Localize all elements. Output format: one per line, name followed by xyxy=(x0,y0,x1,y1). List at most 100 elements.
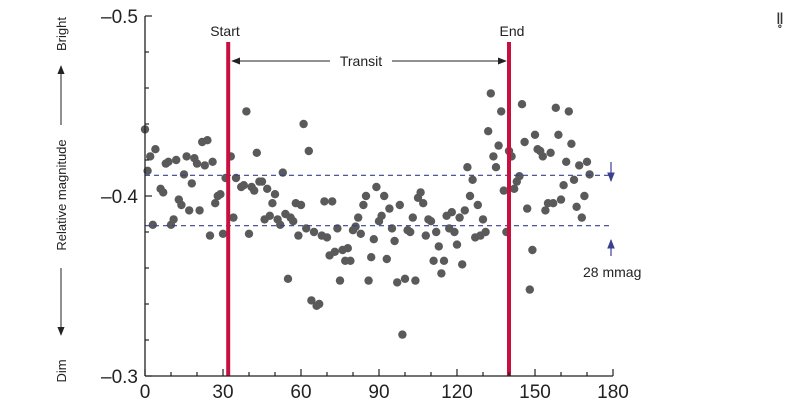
data-point xyxy=(179,170,189,179)
data-point xyxy=(580,191,589,201)
data-point xyxy=(582,157,592,166)
data-point xyxy=(523,204,532,213)
data-point xyxy=(268,199,277,208)
data-point xyxy=(148,220,157,229)
data-point xyxy=(530,130,540,139)
data-point xyxy=(419,199,428,208)
data-point xyxy=(252,148,261,157)
data-point xyxy=(434,242,443,251)
data-point xyxy=(169,215,178,224)
data-point xyxy=(330,247,339,256)
data-point xyxy=(554,130,563,139)
data-point xyxy=(575,161,584,170)
data-point xyxy=(541,206,550,215)
data-point xyxy=(528,245,537,255)
x-tick-label: 30 xyxy=(212,382,233,403)
data-point xyxy=(468,175,477,184)
data-point xyxy=(146,152,155,161)
data-point xyxy=(200,161,209,170)
data-point xyxy=(385,204,394,213)
x-tick-label: 0 xyxy=(140,382,151,403)
data-point xyxy=(484,127,493,136)
data-point xyxy=(351,222,360,231)
data-point xyxy=(257,177,267,186)
data-point xyxy=(356,229,365,238)
data-point xyxy=(250,186,259,195)
data-point xyxy=(263,184,272,193)
data-point xyxy=(372,182,381,192)
data-point xyxy=(192,159,202,168)
data-point xyxy=(322,233,332,242)
data-point xyxy=(244,229,254,238)
data-point xyxy=(525,285,534,294)
data-point xyxy=(393,278,402,287)
data-point xyxy=(497,107,506,116)
data-point xyxy=(411,276,420,285)
data-point xyxy=(195,206,204,215)
data-point xyxy=(510,184,519,193)
data-points xyxy=(140,89,594,339)
data-point xyxy=(382,254,391,264)
data-point xyxy=(432,227,441,237)
data-point xyxy=(328,197,337,206)
data-point xyxy=(491,163,501,172)
tick-labels: 0 30 60 90 120 150 180 –0.5 –0.4 –0.3 xyxy=(101,7,629,403)
data-point xyxy=(359,200,368,210)
data-point xyxy=(299,119,308,129)
y-tick-label: –0.3 xyxy=(101,367,138,388)
data-point xyxy=(320,197,329,206)
data-point xyxy=(159,188,168,197)
data-point xyxy=(343,244,352,253)
data-point xyxy=(335,276,345,285)
data-point xyxy=(564,107,573,116)
data-point xyxy=(455,213,464,222)
data-point xyxy=(569,175,579,184)
data-point xyxy=(463,163,472,172)
data-point xyxy=(494,141,503,150)
data-point xyxy=(577,213,586,222)
data-point xyxy=(421,231,430,240)
data-point xyxy=(450,227,459,237)
data-point xyxy=(187,179,196,188)
data-point xyxy=(346,256,355,265)
data-point xyxy=(458,260,467,269)
data-point xyxy=(489,152,498,161)
y-axis-label: Relative magnitude xyxy=(54,139,69,250)
x-tick-label: 120 xyxy=(441,382,473,403)
data-point xyxy=(439,256,449,265)
depth-label: 28 mmag xyxy=(583,264,641,280)
data-point xyxy=(239,181,248,190)
data-point xyxy=(164,157,173,166)
data-point xyxy=(309,227,319,237)
data-point xyxy=(426,217,436,226)
y-axis-label-group: Relative magnitude Bright Dim xyxy=(54,17,69,383)
data-point xyxy=(515,172,524,181)
data-point xyxy=(364,276,373,285)
data-point xyxy=(549,199,558,208)
x-tick-label: 180 xyxy=(597,382,629,403)
reference-lines xyxy=(145,42,613,376)
data-point xyxy=(216,190,225,199)
data-point xyxy=(567,139,576,148)
data-point xyxy=(562,157,571,166)
data-point xyxy=(182,152,191,161)
y-axis-bottom-label: Dim xyxy=(54,359,69,382)
data-point xyxy=(452,240,462,249)
end-marker-label: End xyxy=(500,23,525,39)
data-point xyxy=(203,136,212,145)
data-point xyxy=(473,200,482,210)
data-point xyxy=(315,299,324,309)
data-point xyxy=(177,200,186,210)
data-point xyxy=(304,146,313,156)
data-point xyxy=(546,148,555,157)
data-point xyxy=(538,152,547,161)
data-point xyxy=(520,137,529,147)
x-tick-label: 60 xyxy=(290,382,311,403)
data-point xyxy=(486,89,495,98)
y-axis-top-label: Bright xyxy=(54,17,69,51)
data-point xyxy=(289,217,298,226)
data-point xyxy=(205,231,215,240)
data-point xyxy=(398,330,407,339)
data-point xyxy=(294,231,303,240)
